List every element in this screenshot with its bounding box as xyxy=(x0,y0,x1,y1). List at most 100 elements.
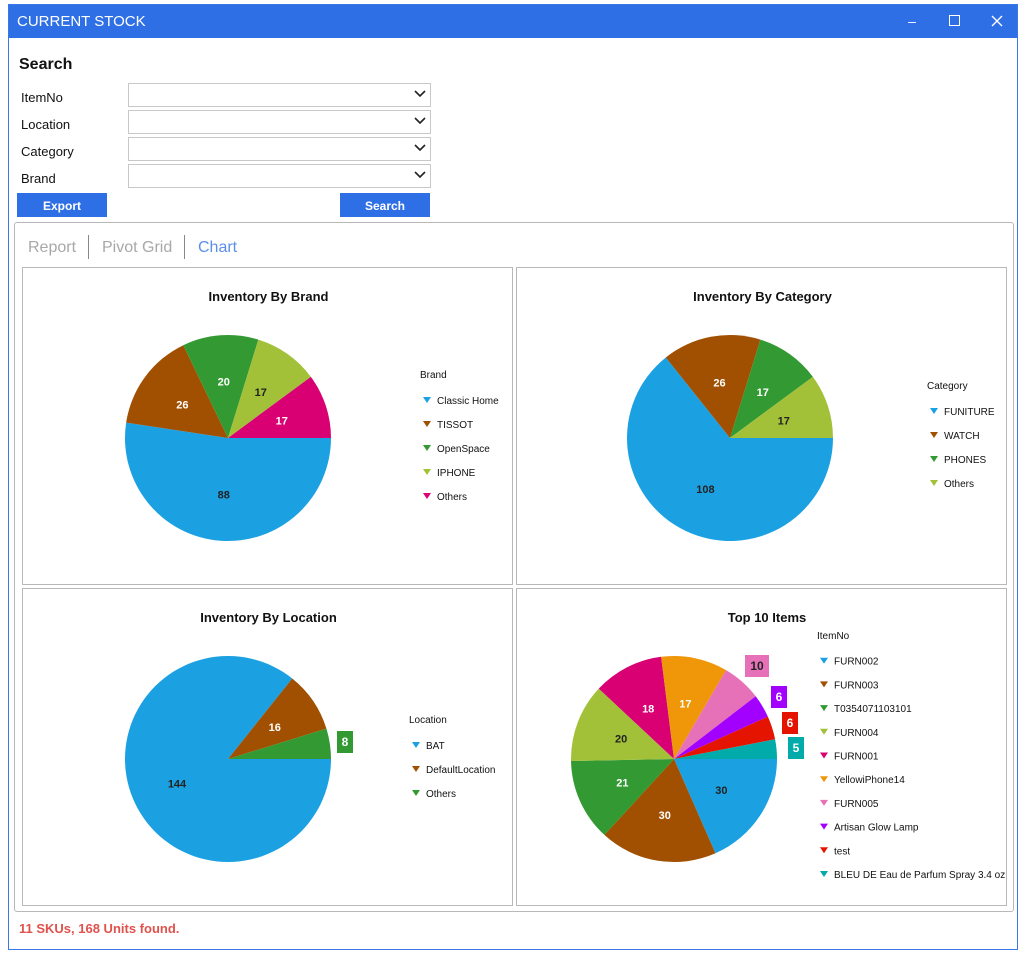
legend-label: DefaultLocation xyxy=(426,765,496,776)
data-label: 26 xyxy=(176,399,188,411)
pie-slice xyxy=(674,670,756,759)
data-label: 10 xyxy=(750,659,764,673)
legend-label: FURN003 xyxy=(834,680,879,691)
legend-marker xyxy=(930,408,938,414)
pie-slice xyxy=(627,357,833,541)
data-label-box xyxy=(788,737,804,759)
legend-label: Others xyxy=(426,789,456,800)
legend-label: T0354071103101 xyxy=(834,704,912,715)
data-label-box xyxy=(337,731,353,753)
search-button[interactable]: Search xyxy=(340,193,430,217)
legend-label: test xyxy=(834,846,850,857)
search-heading: Search xyxy=(19,56,73,73)
pie-slice xyxy=(124,422,331,541)
minimize-icon[interactable]: – xyxy=(908,13,916,29)
status-text: 11 SKUs, 168 Units found. xyxy=(19,921,180,936)
maximize-icon[interactable] xyxy=(944,11,964,31)
chart-panel-category: Inventory By Category 108 26 17 17 Category FU… xyxy=(516,267,1007,585)
legend-marker xyxy=(423,421,431,427)
pie-slice xyxy=(126,345,228,438)
legend-marker xyxy=(820,871,828,877)
legend-title: Brand xyxy=(420,370,447,381)
location-label: Location xyxy=(21,117,71,132)
pie-slice xyxy=(571,759,674,835)
data-label-box xyxy=(745,655,769,677)
legend-marker xyxy=(820,847,828,854)
category-label: Category xyxy=(21,144,74,159)
tab-chart[interactable]: Chart xyxy=(198,239,238,256)
pie-slice xyxy=(228,376,331,438)
legend-marker xyxy=(820,752,828,759)
itemno-select[interactable] xyxy=(128,83,431,107)
legend-label: FURN004 xyxy=(834,728,879,739)
tab-divider xyxy=(184,235,185,259)
pie-slice xyxy=(228,728,331,759)
result-tabs: Report Pivot Grid Chart Inventory By Bra… xyxy=(14,222,1014,912)
brand-label: Brand xyxy=(21,171,56,186)
chevron-down-icon xyxy=(414,144,426,152)
chart-title: Inventory By Category xyxy=(693,289,832,304)
data-label: 21 xyxy=(616,777,628,789)
current-stock-window: CURRENT STOCK – Search ItemNo Location C… xyxy=(8,4,1018,950)
data-label: 6 xyxy=(787,716,794,730)
legend-label: TISSOT xyxy=(437,420,473,431)
data-label: 144 xyxy=(168,779,187,791)
legend-label: FURN002 xyxy=(834,657,879,668)
chevron-down-icon xyxy=(414,90,426,98)
data-label: 26 xyxy=(713,377,725,389)
legend-title: Category xyxy=(927,381,968,392)
tab-pivot-grid[interactable]: Pivot Grid xyxy=(102,239,173,256)
legend-label: Others xyxy=(944,479,974,490)
data-label: 20 xyxy=(218,377,230,389)
legend-label: FURN005 xyxy=(834,799,879,810)
location-select[interactable] xyxy=(128,110,431,134)
pie-slice xyxy=(571,688,674,761)
export-button[interactable]: Export xyxy=(17,193,107,217)
data-label: 5 xyxy=(793,741,800,755)
legend-marker xyxy=(412,790,420,796)
window-title: CURRENT STOCK xyxy=(17,13,146,30)
brand-pie-chart: Inventory By Brand 88 26 20 17 17 Brand Classic… xyxy=(124,289,499,541)
pie-slice xyxy=(125,655,332,862)
legend-marker xyxy=(820,799,828,806)
brand-select[interactable] xyxy=(128,164,431,188)
pie-slice xyxy=(674,759,777,854)
data-label: 17 xyxy=(679,699,691,711)
legend-label: WATCH xyxy=(944,431,980,442)
category-select[interactable] xyxy=(128,137,431,161)
legend-marker xyxy=(423,397,431,403)
legend-label: FURN001 xyxy=(834,752,879,763)
legend-label: Others xyxy=(437,492,467,503)
legend-marker xyxy=(423,445,431,451)
legend-label: FUNITURE xyxy=(944,407,995,418)
data-label: 17 xyxy=(757,387,769,399)
pie-slice xyxy=(730,339,813,438)
pie-slice xyxy=(674,696,768,759)
legend-title: Location xyxy=(409,715,447,726)
close-icon[interactable] xyxy=(987,11,1007,31)
legend-marker xyxy=(412,742,420,748)
chart-title: Top 10 Items xyxy=(728,610,807,625)
data-label: 20 xyxy=(615,734,627,746)
legend-label: IPHONE xyxy=(437,468,476,479)
chevron-down-icon xyxy=(414,171,426,179)
data-label-box xyxy=(771,686,787,708)
legend-marker xyxy=(412,766,420,772)
legend-marker xyxy=(820,681,828,688)
pie-slice xyxy=(661,656,727,759)
data-label: 18 xyxy=(642,704,654,716)
legend-label: OpenSpace xyxy=(437,444,490,455)
pie-slice xyxy=(183,335,259,438)
data-label: 8 xyxy=(342,735,349,749)
data-label: 17 xyxy=(778,415,790,427)
tab-report[interactable]: Report xyxy=(28,239,77,256)
legend-label: BAT xyxy=(426,741,445,752)
tab-divider xyxy=(88,235,89,259)
legend-marker xyxy=(930,456,938,462)
pie-slice xyxy=(674,716,776,759)
chart-title: Inventory By Location xyxy=(200,610,337,625)
pie-slice xyxy=(674,739,777,759)
legend-marker xyxy=(820,657,828,664)
legend-marker xyxy=(930,432,938,438)
data-label: 6 xyxy=(776,690,783,704)
